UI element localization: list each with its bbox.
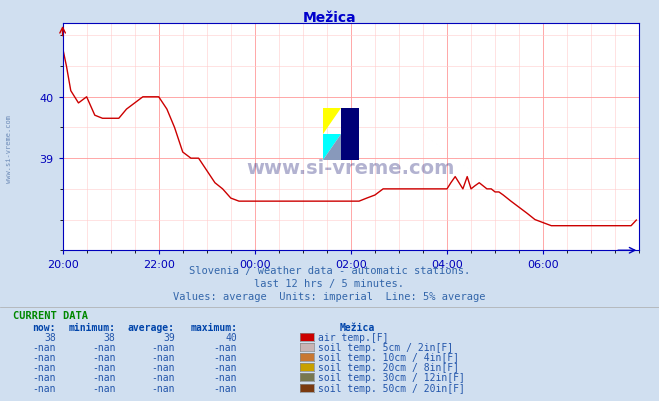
Text: 38: 38	[103, 332, 115, 342]
Text: soil temp. 30cm / 12in[F]: soil temp. 30cm / 12in[F]	[318, 372, 465, 382]
Text: -nan: -nan	[151, 342, 175, 352]
Text: -nan: -nan	[32, 383, 56, 393]
Text: 40: 40	[225, 332, 237, 342]
Text: -nan: -nan	[214, 352, 237, 362]
Text: -nan: -nan	[32, 362, 56, 372]
Text: -nan: -nan	[92, 352, 115, 362]
Text: CURRENT DATA: CURRENT DATA	[13, 311, 88, 320]
Text: 38: 38	[44, 332, 56, 342]
Text: last 12 hrs / 5 minutes.: last 12 hrs / 5 minutes.	[254, 279, 405, 288]
Text: now:: now:	[32, 322, 56, 332]
Text: Values: average  Units: imperial  Line: 5% average: Values: average Units: imperial Line: 5%…	[173, 292, 486, 302]
Text: -nan: -nan	[92, 342, 115, 352]
Text: -nan: -nan	[214, 383, 237, 393]
Text: soil temp. 50cm / 20in[F]: soil temp. 50cm / 20in[F]	[318, 383, 465, 393]
Polygon shape	[323, 134, 341, 160]
Polygon shape	[341, 108, 359, 160]
Text: -nan: -nan	[32, 372, 56, 382]
Text: -nan: -nan	[92, 383, 115, 393]
Text: -nan: -nan	[214, 372, 237, 382]
Text: maximum:: maximum:	[190, 322, 237, 332]
Text: air temp.[F]: air temp.[F]	[318, 332, 388, 342]
Text: www.si-vreme.com: www.si-vreme.com	[246, 158, 455, 177]
Text: minimum:: minimum:	[69, 322, 115, 332]
Polygon shape	[323, 108, 341, 134]
Text: Mežica: Mežica	[302, 11, 357, 25]
Text: 39: 39	[163, 332, 175, 342]
Text: -nan: -nan	[151, 372, 175, 382]
Text: -nan: -nan	[151, 352, 175, 362]
Text: average:: average:	[128, 322, 175, 332]
Text: -nan: -nan	[214, 342, 237, 352]
Text: -nan: -nan	[151, 383, 175, 393]
Text: -nan: -nan	[92, 362, 115, 372]
Text: soil temp. 20cm / 8in[F]: soil temp. 20cm / 8in[F]	[318, 362, 459, 372]
Polygon shape	[323, 134, 341, 160]
Text: www.si-vreme.com: www.si-vreme.com	[5, 114, 12, 182]
Text: soil temp. 5cm / 2in[F]: soil temp. 5cm / 2in[F]	[318, 342, 453, 352]
Text: soil temp. 10cm / 4in[F]: soil temp. 10cm / 4in[F]	[318, 352, 459, 362]
Text: -nan: -nan	[92, 372, 115, 382]
Text: -nan: -nan	[151, 362, 175, 372]
Text: -nan: -nan	[32, 342, 56, 352]
Text: Mežica: Mežica	[339, 322, 374, 332]
Text: Slovenia / weather data - automatic stations.: Slovenia / weather data - automatic stat…	[189, 266, 470, 275]
Text: -nan: -nan	[214, 362, 237, 372]
Text: -nan: -nan	[32, 352, 56, 362]
